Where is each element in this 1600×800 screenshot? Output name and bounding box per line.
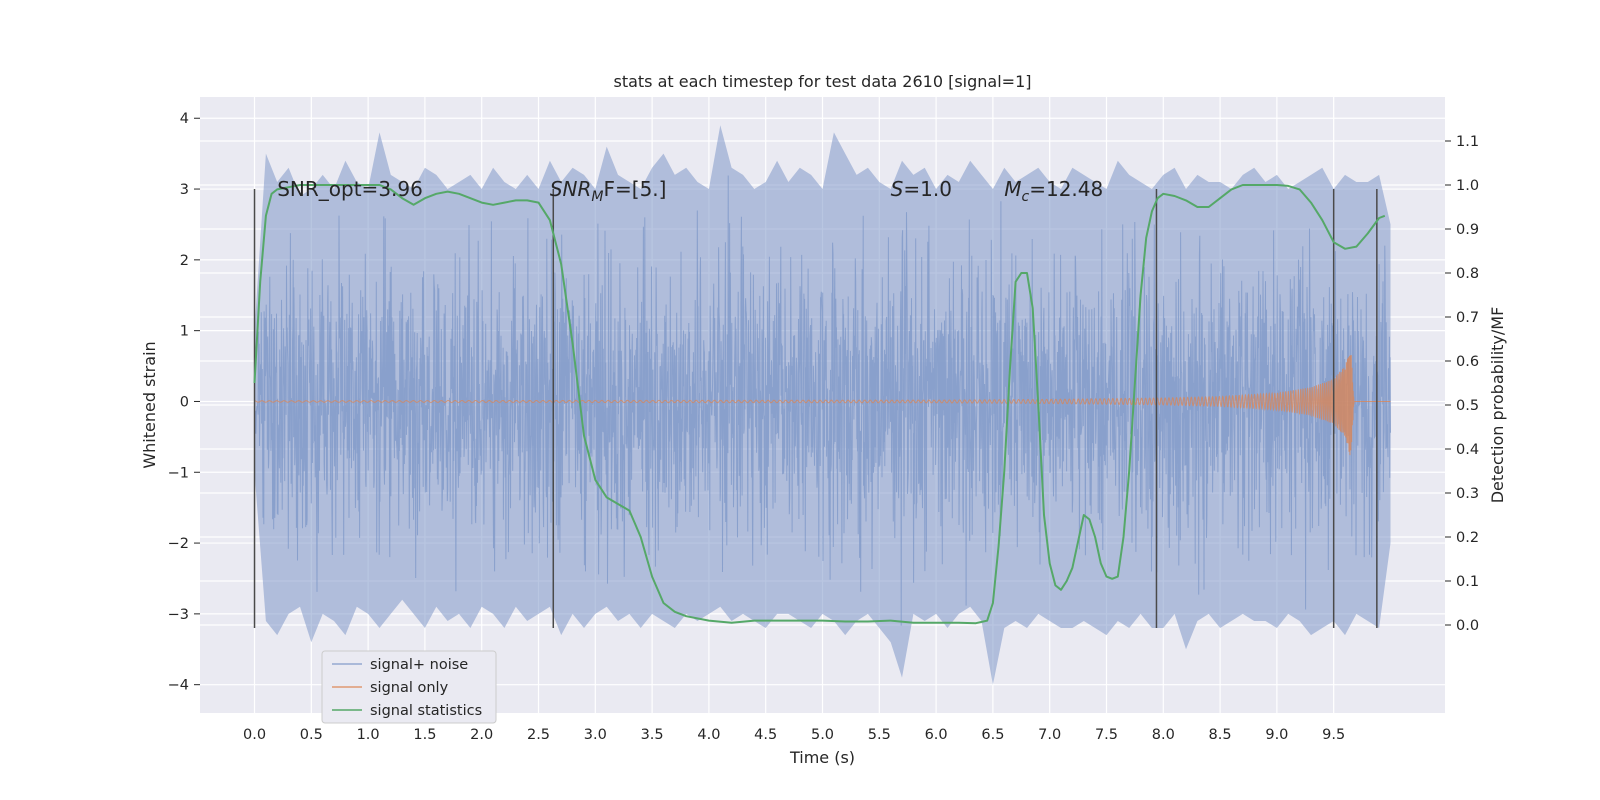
x-tick-label: 9.5 <box>1322 727 1345 743</box>
y-tick-label: −4 <box>168 678 189 694</box>
axis-ticks: 0.0 0.5 1.0 1.5 2.0 2.5 3.0 3.5 4.0 4.5 5.0 5.5 6.0 6… <box>168 111 1479 743</box>
y-tick-label: 4 <box>180 111 189 127</box>
y-tick-label: −1 <box>168 465 189 481</box>
x-tick-label: 3.0 <box>584 727 607 743</box>
signal-only-line <box>254 355 1391 456</box>
x-tick-label: 1.0 <box>357 727 380 743</box>
annotation-head: SNR <box>550 177 592 201</box>
y-tick-label: 1 <box>180 324 189 340</box>
x-tick-label: 8.0 <box>1152 727 1175 743</box>
x-tick-label: 0.0 <box>243 727 266 743</box>
annotation-head: M <box>1004 177 1021 201</box>
annotation-head: S <box>891 177 904 201</box>
y-tick-label: 3 <box>180 182 189 198</box>
annotation-subscript: c <box>1022 189 1030 205</box>
x-tick-label: 2.5 <box>527 727 550 743</box>
y-right-tick-label: 0.6 <box>1456 354 1479 370</box>
x-tick-label: 7.5 <box>1095 727 1118 743</box>
chart-title: stats at each timestep for test data 261… <box>613 72 1031 91</box>
annotation-tail: F=[5.] <box>604 177 667 201</box>
y-tick-label: 0 <box>180 394 189 410</box>
x-tick-label: 3.5 <box>641 727 664 743</box>
x-tick-label: 8.5 <box>1209 727 1232 743</box>
y-right-tick-label: 1.1 <box>1456 134 1479 150</box>
series-signal-statistics <box>253 184 1386 625</box>
annotation-subscript: M <box>591 189 603 205</box>
y-tick-label: −3 <box>168 607 189 623</box>
y-right-tick-label: 0.2 <box>1456 530 1479 546</box>
vertical-markers <box>253 189 1378 629</box>
series-signal-noise <box>254 125 1391 685</box>
x-tick-label: 7.0 <box>1038 727 1061 743</box>
y-right-tick-label: 0.9 <box>1456 222 1479 238</box>
x-tick-label: 6.5 <box>981 727 1004 743</box>
y-right-tick-label: 0.7 <box>1456 310 1479 326</box>
y-right-tick-label: 0.3 <box>1456 486 1479 502</box>
legend-label-signal-only: signal only <box>370 680 449 696</box>
x-tick-label: 2.0 <box>470 727 493 743</box>
y-right-tick-label: 0.4 <box>1456 442 1479 458</box>
x-tick-label: 4.5 <box>754 727 777 743</box>
annotation-text: SNRMF=[5.] <box>550 177 667 205</box>
x-axis-label: Time (s) <box>789 748 855 767</box>
signal-noise-line <box>254 175 1391 626</box>
legend-label-signal-statistics: signal statistics <box>370 703 482 719</box>
x-tick-label: 1.5 <box>413 727 436 743</box>
y-axis-label: Whitened strain <box>140 341 159 468</box>
y-right-tick-label: 0.5 <box>1456 398 1479 414</box>
annotation-text: SNR_opt=3.96 <box>277 177 423 201</box>
legend-box <box>321 650 497 724</box>
annotation-head: SNR_opt=3.96 <box>277 177 423 201</box>
x-tick-label: 5.5 <box>868 727 891 743</box>
annotation-text: Mc=12.48 <box>1004 177 1103 205</box>
y-right-tick-label: 0.1 <box>1456 574 1479 590</box>
annotation-tail: =12.48 <box>1029 177 1103 201</box>
x-tick-label: 4.0 <box>697 727 720 743</box>
x-tick-label: 5.0 <box>811 727 834 743</box>
annotations: SNR_opt=3.96 SNRMF=[5.] S=1.0 Mc=12.48 <box>277 177 1103 205</box>
y-right-tick-label: 0.0 <box>1456 618 1479 634</box>
annotation-text: S=1.0 <box>891 177 952 201</box>
series-signal-only <box>254 355 1391 456</box>
y-right-tick-label: 0.8 <box>1456 266 1479 282</box>
legend: signal+ noise signal only signal statist… <box>321 650 497 724</box>
annotation-tail: =1.0 <box>903 177 952 201</box>
y-right-tick-label: 1.0 <box>1456 178 1479 194</box>
x-tick-label: 6.0 <box>925 727 948 743</box>
y-tick-label: −2 <box>168 536 189 552</box>
legend-label-signal-noise: signal+ noise <box>370 657 468 673</box>
signal-statistics-line <box>253 184 1386 625</box>
x-tick-label: 0.5 <box>300 727 323 743</box>
y-tick-label: 2 <box>180 253 189 269</box>
y-axis-right-label: Detection probability/MF <box>1488 307 1507 504</box>
x-tick-label: 9.0 <box>1265 727 1288 743</box>
